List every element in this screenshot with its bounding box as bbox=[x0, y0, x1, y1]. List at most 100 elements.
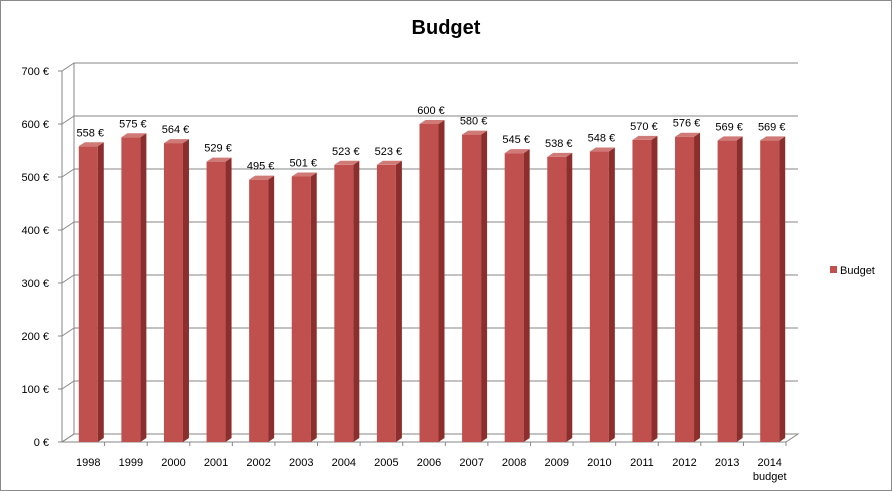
data-label: 501 € bbox=[289, 157, 317, 169]
data-label: 558 € bbox=[77, 127, 105, 139]
bar-side bbox=[523, 149, 530, 442]
bar-side bbox=[182, 139, 189, 442]
bar-top bbox=[632, 135, 658, 140]
bars bbox=[78, 120, 786, 443]
bar bbox=[163, 139, 189, 442]
bar-front bbox=[547, 156, 567, 443]
x-tick-label: 2006 bbox=[417, 457, 441, 469]
bar bbox=[78, 142, 104, 442]
x-tick-label: 1998 bbox=[76, 457, 100, 469]
bar bbox=[249, 175, 275, 442]
bar bbox=[419, 120, 445, 442]
data-label: 576 € bbox=[673, 118, 701, 130]
data-labels: 558 € 575 € 564 € 529 € 495 € 501 € 523 € 523 €… bbox=[77, 105, 786, 173]
data-label: 570 € bbox=[630, 121, 658, 133]
bar-front bbox=[334, 164, 354, 442]
bar-top bbox=[675, 132, 701, 137]
data-label: 575 € bbox=[119, 118, 147, 130]
x-tick-label: 2012 bbox=[672, 457, 696, 469]
y-tick-label: 400 € bbox=[21, 225, 49, 237]
bar-front bbox=[163, 143, 183, 442]
bar-side bbox=[736, 136, 743, 442]
bar-top bbox=[249, 175, 275, 180]
gridline-connector bbox=[61, 168, 75, 178]
bar-top bbox=[334, 160, 360, 165]
bar-side bbox=[310, 172, 317, 442]
bar-side bbox=[97, 142, 104, 442]
bar-side bbox=[140, 133, 147, 442]
gridline-connector bbox=[61, 327, 75, 337]
bar-front bbox=[249, 179, 269, 442]
bar-side bbox=[225, 157, 232, 442]
legend-label: Budget bbox=[840, 265, 875, 277]
bar bbox=[334, 160, 360, 442]
y-tick-label: 500 € bbox=[21, 172, 49, 184]
legend-swatch bbox=[830, 266, 837, 273]
bar bbox=[206, 157, 232, 442]
gridline-connector bbox=[61, 433, 75, 443]
bar-top bbox=[717, 136, 743, 141]
bar bbox=[760, 136, 786, 442]
bar-top bbox=[462, 130, 488, 135]
x-tick-label: 1999 bbox=[119, 457, 143, 469]
x-tick-label: 2000 bbox=[161, 457, 185, 469]
chart-title: Budget bbox=[412, 17, 481, 39]
bar bbox=[504, 149, 530, 442]
x-tick-label: budget bbox=[753, 471, 787, 483]
legend: Budget bbox=[830, 265, 875, 277]
bar-side bbox=[353, 160, 360, 442]
bar-top bbox=[78, 142, 104, 147]
bar-top bbox=[121, 133, 147, 138]
bar-front bbox=[376, 164, 396, 442]
gridline-connector bbox=[61, 62, 75, 72]
x-tick-label: 2003 bbox=[289, 457, 313, 469]
bar-side bbox=[779, 136, 786, 442]
bar-top bbox=[419, 120, 445, 124]
data-label: 569 € bbox=[715, 121, 743, 133]
bar-front bbox=[78, 146, 98, 442]
data-label: 580 € bbox=[460, 116, 488, 128]
x-tick-label: 2008 bbox=[502, 457, 526, 469]
bar-front bbox=[206, 161, 226, 442]
data-label: 523 € bbox=[332, 146, 360, 158]
y-tick-label: 0 € bbox=[34, 437, 49, 449]
data-label: 600 € bbox=[417, 105, 445, 117]
x-tick-label: 2005 bbox=[374, 457, 398, 469]
bar-top bbox=[163, 139, 189, 144]
x-tick-label: 2004 bbox=[332, 457, 356, 469]
bar-side bbox=[566, 152, 573, 443]
bar bbox=[717, 136, 743, 442]
x-tick-label: 2013 bbox=[715, 457, 739, 469]
data-label: 548 € bbox=[588, 133, 616, 145]
bar bbox=[121, 133, 147, 442]
bar-top bbox=[206, 157, 232, 162]
bar-front bbox=[589, 151, 609, 442]
data-label: 495 € bbox=[247, 161, 275, 173]
data-label: 523 € bbox=[375, 146, 403, 158]
data-label: 569 € bbox=[758, 121, 786, 133]
bar-top bbox=[547, 152, 573, 157]
bar bbox=[291, 172, 317, 442]
bar-side bbox=[651, 135, 658, 442]
bar bbox=[376, 160, 402, 442]
x-tick-label: 2014 bbox=[757, 457, 781, 469]
bar-side bbox=[395, 160, 402, 442]
x-tick-label: 2011 bbox=[630, 457, 654, 469]
bar-side bbox=[438, 120, 445, 442]
gridline-connector bbox=[61, 221, 75, 231]
bar bbox=[675, 132, 701, 442]
bar-top bbox=[376, 160, 402, 165]
x-axis-ticks: 1998 1999 2000 2001 2002 2003 2004 2005 2006 2007… bbox=[76, 442, 787, 483]
bar-front bbox=[419, 124, 439, 442]
gridline-connector bbox=[61, 380, 75, 390]
bar-front bbox=[717, 140, 737, 442]
bar-top bbox=[291, 172, 317, 177]
bar-front bbox=[462, 134, 482, 442]
y-axis-ticks: 0 € 100 € 200 € 300 € 400 € 500 € 600 € 700 € bbox=[21, 66, 49, 449]
bar-front bbox=[291, 176, 311, 442]
bar-front bbox=[632, 139, 652, 442]
data-label: 529 € bbox=[204, 143, 232, 155]
bar-top bbox=[760, 136, 786, 141]
